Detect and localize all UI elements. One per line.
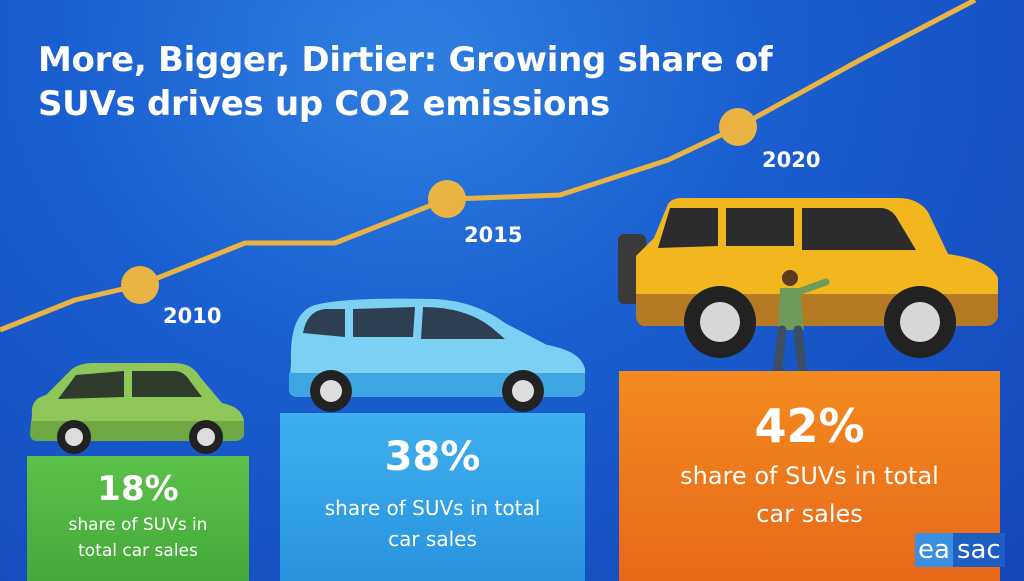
bar-caption-2010: share of SUVs in total car sales xyxy=(68,515,208,561)
marker-2015 xyxy=(428,180,466,218)
bar-2010: 18% share of SUVs in total car sales xyxy=(27,456,249,581)
bar-2020: 42% share of SUVs in total car sales xyxy=(619,371,1000,581)
marker-2020 xyxy=(719,108,757,146)
logo-part-sac: sac xyxy=(952,533,1005,567)
bar-value-2010: 18% xyxy=(97,469,179,509)
bar-caption-2020: share of SUVs in total car sales xyxy=(680,462,939,528)
minivan-icon xyxy=(289,298,585,412)
bar-2015: 38% share of SUVs in total car sales xyxy=(280,413,585,581)
small-car-icon xyxy=(30,363,244,454)
marker-2010 xyxy=(121,266,159,304)
bar-caption-2015: share of SUVs in total car sales xyxy=(324,496,541,551)
year-label-2020: 2020 xyxy=(762,148,821,172)
logo-part-ea: ea xyxy=(915,533,953,567)
suv-icon xyxy=(618,198,998,358)
bar-value-2015: 38% xyxy=(384,434,481,480)
bar-value-2020: 42% xyxy=(754,399,865,453)
year-label-2015: 2015 xyxy=(464,223,523,247)
page-title: More, Bigger, Dirtier: Growing share of … xyxy=(38,40,773,124)
easac-logo: ea sac xyxy=(915,533,1009,567)
year-label-2010: 2010 xyxy=(163,304,222,328)
